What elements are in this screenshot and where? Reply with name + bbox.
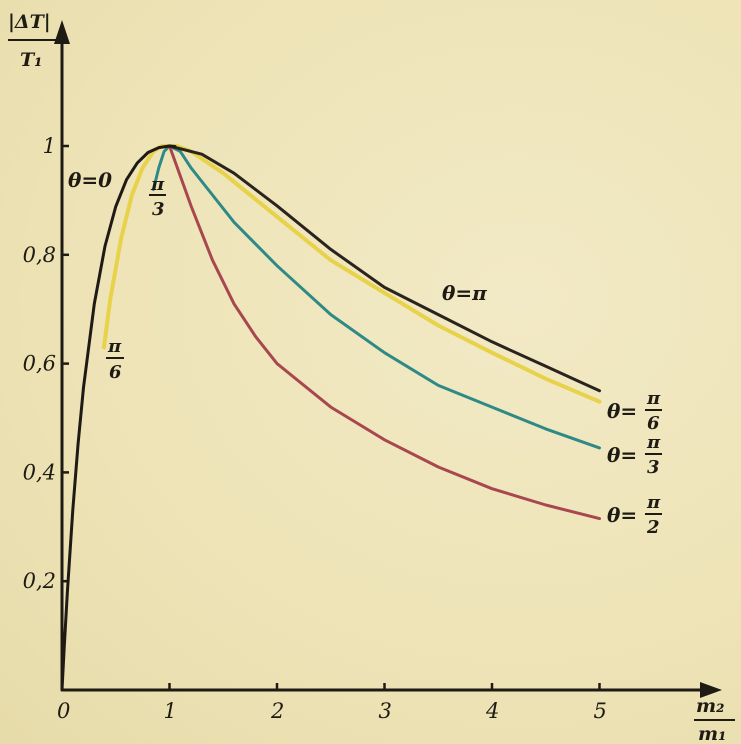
- svg-text:6: 6: [647, 413, 660, 434]
- label-pi6-left-num: π: [107, 336, 122, 357]
- label-pi3-left-den: 3: [152, 199, 165, 220]
- label-theta-pi-over-6: θ= π 6: [607, 388, 662, 434]
- label-pi6-left-den: 6: [109, 362, 122, 383]
- label-theta-pi-over-3: θ= π 3: [607, 432, 662, 478]
- svg-text:θ=: θ=: [607, 443, 637, 467]
- y-tick-label: 0,6: [23, 352, 56, 376]
- y-tick-label: 0,2: [23, 569, 56, 593]
- y-axis-arrow-icon: [54, 20, 70, 44]
- y-tick-label: 0,4: [23, 460, 56, 484]
- curve-labels: θ=0 π 3 π 6 θ=π θ= π 6 θ= π 3 θ= π: [68, 168, 662, 538]
- x-tick-label: 4: [485, 699, 499, 723]
- label-pi-over-6-left: π 6: [106, 336, 124, 383]
- x-tick-label: 0: [57, 699, 70, 723]
- y-axis-label: |ΔT| T₁: [8, 11, 56, 71]
- series-group: [60, 144, 602, 692]
- axes: [54, 20, 722, 698]
- series-line-theta-pi3: [151, 144, 601, 450]
- label-theta-pi: θ=π: [442, 281, 487, 305]
- x-tick-label: 1: [164, 699, 177, 723]
- label-pi-over-3-left: π 3: [149, 174, 166, 220]
- x-axis-label-denominator: m₁: [698, 723, 726, 744]
- series-line-theta-pi6: [101, 144, 602, 404]
- x-tick-label: 2: [270, 699, 284, 723]
- x-axis-arrow-icon: [700, 682, 722, 698]
- x-ticks: 0 1 2 3 4 5: [57, 683, 607, 723]
- y-axis-label-denominator: T₁: [20, 49, 42, 71]
- svg-text:3: 3: [647, 457, 660, 478]
- x-axis-label-numerator: m₂: [696, 695, 724, 717]
- x-axis-label: m₂ m₁: [694, 695, 735, 744]
- label-theta-pi-over-2: θ= π 2: [607, 492, 662, 538]
- label-theta-0: θ=0: [68, 168, 112, 192]
- y-tick-label: 1: [43, 134, 56, 158]
- label-pi3-left-num: π: [150, 174, 165, 195]
- series-line-theta0: [60, 144, 177, 692]
- x-tick-label: 3: [379, 699, 392, 723]
- x-tick-label: 5: [594, 699, 607, 723]
- svg-text:θ=: θ=: [607, 399, 637, 423]
- y-axis-label-numerator: |ΔT|: [8, 11, 51, 33]
- svg-text:π: π: [646, 432, 661, 453]
- y-ticks: 0,2 0,4 0,6 0,8 1: [23, 134, 69, 593]
- svg-text:π: π: [646, 388, 661, 409]
- svg-text:π: π: [646, 492, 661, 513]
- series-line-theta-pi2: [168, 144, 601, 521]
- y-tick-label: 0,8: [23, 243, 56, 267]
- series-line-theta-pi: [168, 144, 601, 393]
- svg-text:θ=: θ=: [607, 503, 637, 527]
- svg-text:2: 2: [646, 517, 660, 538]
